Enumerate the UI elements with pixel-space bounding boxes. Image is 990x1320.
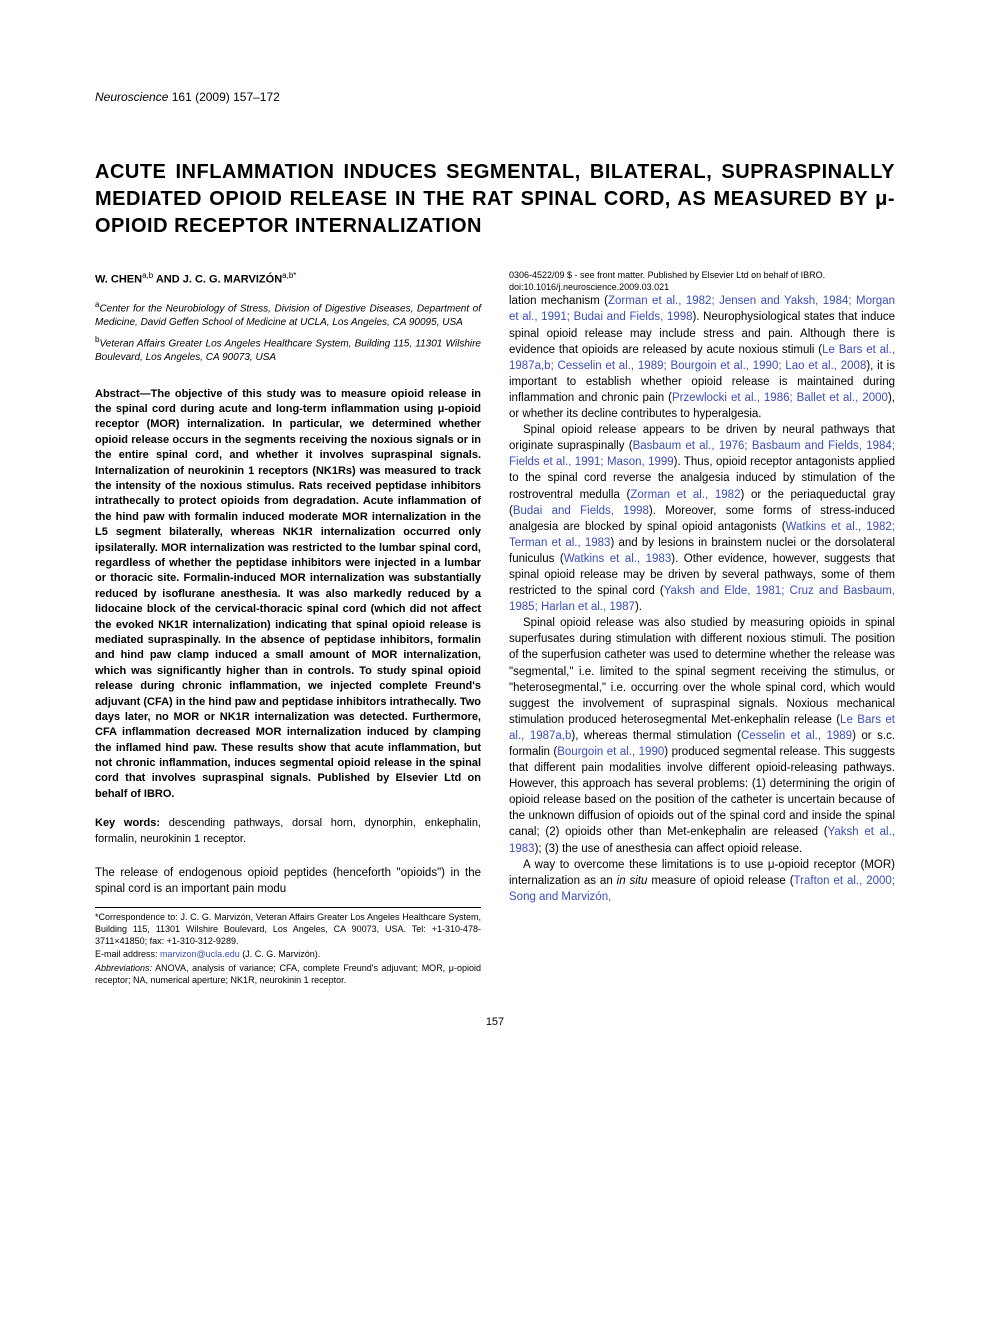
intro-para-3: Spinal opioid release was also studied b… (509, 615, 895, 856)
affiliation-a: aCenter for the Neurobiology of Stress, … (95, 300, 481, 329)
copyright-line: 0306-4522/09 $ - see front matter. Publi… (509, 270, 895, 282)
t: ). (635, 601, 642, 613)
citation[interactable]: Zorman et al., 1982 (630, 489, 740, 501)
article-title: ACUTE INFLAMMATION INDUCES SEGMENTAL, BI… (95, 159, 895, 240)
doi-line: doi:10.1016/j.neuroscience.2009.03.021 (509, 282, 895, 294)
keywords: Key words: descending pathways, dorsal h… (95, 816, 481, 847)
intro-para-1b: lation mechanism (Zorman et al., 1982; J… (509, 293, 895, 422)
author-and: AND J. C. G. MARVIZÓN (153, 274, 282, 286)
email-label: E-mail address: (95, 949, 160, 959)
email-address[interactable]: marvizon@ucla.edu (160, 949, 240, 959)
correspondence: *Correspondence to: J. C. G. Marvizón, V… (95, 912, 481, 947)
intro-para-2: Spinal opioid release appears to be driv… (509, 422, 895, 615)
citation[interactable]: Bourgoin et al., 1990 (557, 746, 664, 758)
affil-b-text: Veteran Affairs Greater Los Angeles Heal… (95, 339, 481, 364)
abbrev-label: Abbreviations: (95, 963, 152, 973)
italic-term: in situ (617, 875, 648, 887)
author-1-affil: a,b (142, 271, 153, 280)
journal-header: Neuroscience 161 (2009) 157–172 (95, 90, 895, 104)
copyright-block: 0306-4522/09 $ - see front matter. Publi… (509, 270, 895, 293)
page-number: 157 (95, 1016, 895, 1028)
citation[interactable]: Przewlocki et al., 1986; Ballet et al., … (672, 392, 888, 404)
t: ); (3) the use of anesthesia can affect … (535, 843, 803, 855)
t: lation mechanism ( (509, 295, 608, 307)
abstract-label: Abstract— (95, 388, 151, 400)
email-suffix: (J. C. G. Marvizón). (240, 949, 321, 959)
abstract: Abstract—The objective of this study was… (95, 387, 481, 803)
citation[interactable]: Watkins et al., 1983 (564, 553, 672, 565)
authors-line: W. CHENa,b AND J. C. G. MARVIZÓNa,b* (95, 270, 481, 288)
abbreviations: Abbreviations: ANOVA, analysis of varian… (95, 963, 481, 986)
t: ), whereas thermal stimulation ( (571, 730, 741, 742)
affil-a-text: Center for the Neurobiology of Stress, D… (95, 303, 481, 328)
author-1: W. CHEN (95, 274, 142, 286)
abstract-text: The objective of this study was to measu… (95, 388, 481, 800)
author-2-affil: a,b* (282, 271, 296, 280)
affiliation-b: bVeteran Affairs Greater Los Angeles Hea… (95, 335, 481, 364)
intro-para-1a: The release of endogenous opioid peptide… (95, 865, 481, 897)
email-line: E-mail address: marvizon@ucla.edu (J. C.… (95, 949, 481, 961)
t: Spinal opioid release was also studied b… (509, 617, 895, 726)
keywords-label: Key words: (95, 817, 169, 829)
t: ) produced segmental release. This sugge… (509, 746, 895, 838)
two-column-body: W. CHENa,b AND J. C. G. MARVIZÓNa,b* aCe… (95, 270, 895, 986)
intro-para-4: A way to overcome these limitations is t… (509, 857, 895, 905)
footnotes: *Correspondence to: J. C. G. Marvizón, V… (95, 907, 481, 986)
journal-name: Neuroscience (95, 90, 168, 104)
citation[interactable]: Budai and Fields, 1998 (513, 505, 649, 517)
intro-1a-text: The release of endogenous opioid peptide… (95, 867, 481, 895)
citation[interactable]: Cesselin et al., 1989 (741, 730, 852, 742)
journal-issue: 161 (2009) 157–172 (172, 90, 280, 104)
abbrev-text: ANOVA, analysis of variance; CFA, comple… (95, 963, 481, 985)
t: measure of opioid release ( (647, 875, 793, 887)
